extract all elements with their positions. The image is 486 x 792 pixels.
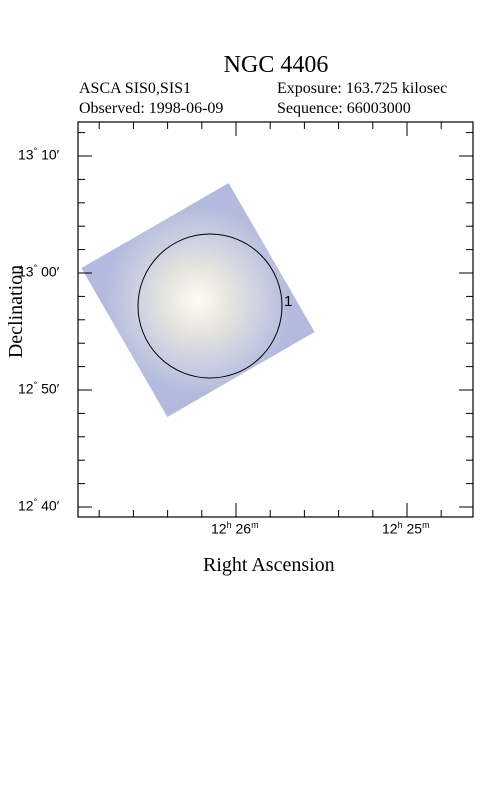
plot-title: NGC 4406 — [223, 52, 329, 78]
xray-image — [81, 183, 315, 417]
ra-tick-label-1: 12h 26m — [211, 520, 259, 537]
observed-label: Observed: 1998-06-09 — [79, 100, 224, 117]
sequence-label: Sequence: 66003000 — [277, 100, 411, 117]
dec-tick-label-2: 13° 00′ — [18, 263, 60, 280]
dec-tick-label-4: 12° 40′ — [18, 497, 60, 514]
dec-tick-label-1: 13° 10′ — [18, 146, 60, 163]
source-region-circle[interactable] — [137, 233, 283, 379]
y-axis-label: Declination — [5, 264, 28, 359]
instrument-label: ASCA SIS0,SIS1 — [79, 80, 192, 97]
dec-tick-label-3: 12° 50′ — [18, 380, 60, 397]
x-axis-label: Right Ascension — [203, 554, 335, 576]
exposure-label: Exposure: 163.725 kilosec — [277, 80, 448, 97]
axis-ticks — [78, 122, 473, 517]
source-region-label: 1 — [284, 293, 292, 310]
ra-tick-label-2: 12h 25m — [382, 520, 430, 537]
